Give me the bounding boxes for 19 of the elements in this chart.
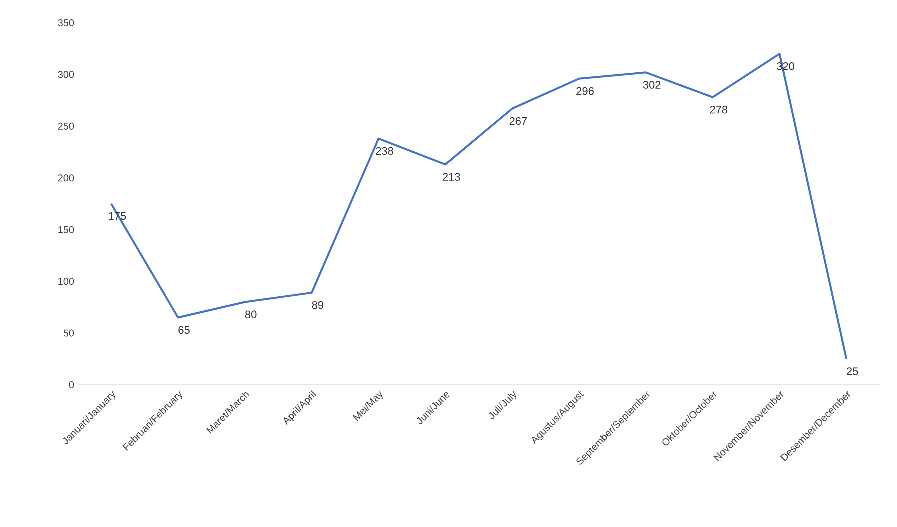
data-label: 89 [312,301,324,310]
data-label: 213 [442,173,460,181]
line-series [110,53,848,360]
y-tick-label: 200 [58,174,74,182]
y-tick-label: 100 [58,278,74,286]
y-tick-label: 50 [64,330,74,337]
data-label: 278 [710,106,728,114]
data-label: 80 [245,310,257,319]
y-tick-label: 250 [58,122,74,130]
y-tick-label: 0 [69,381,74,389]
data-label: 302 [643,81,661,89]
data-label: 238 [376,147,394,156]
data-label: 65 [178,326,190,334]
y-tick-label: 350 [58,19,74,27]
data-label: 25 [847,368,858,376]
data-label: 267 [510,117,528,126]
y-tick-label: 150 [58,226,74,234]
data-label: 296 [576,87,594,96]
y-tick-label: 300 [58,71,74,78]
